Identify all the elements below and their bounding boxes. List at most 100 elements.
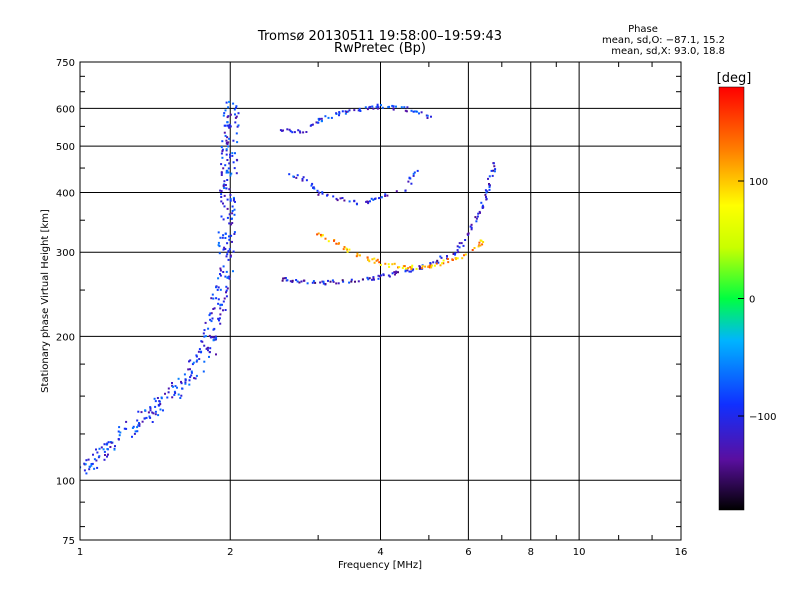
echo-point	[313, 187, 316, 190]
echo-point	[406, 106, 409, 109]
echo-point	[235, 106, 237, 109]
echo-point	[228, 188, 231, 191]
echo-point	[464, 239, 467, 241]
echo-point	[376, 107, 379, 110]
echo-point	[316, 189, 319, 192]
echo-point	[222, 218, 225, 221]
echo-point	[131, 427, 134, 429]
echo-point	[414, 110, 417, 113]
echo-point	[229, 153, 231, 156]
echo-point	[223, 131, 226, 134]
echo-point	[223, 205, 226, 208]
echo-point	[83, 469, 86, 472]
echo-point	[484, 193, 487, 196]
echo-point	[436, 259, 439, 262]
echo-point	[364, 106, 367, 109]
echo-point	[432, 261, 435, 264]
echo-point	[103, 458, 106, 461]
echo-point	[456, 249, 459, 252]
echo-point	[231, 217, 233, 220]
echo-point	[339, 197, 342, 200]
echo-point	[229, 125, 232, 128]
echo-point	[187, 368, 190, 371]
echo-point	[318, 191, 321, 194]
echo-point	[454, 252, 457, 255]
echo-point	[333, 239, 335, 242]
echo-point	[85, 472, 88, 475]
echo-point	[226, 198, 229, 201]
grid-lines	[80, 62, 681, 540]
echo-point	[217, 231, 220, 234]
echo-point	[215, 337, 218, 340]
echo-point	[494, 168, 497, 171]
echo-point	[381, 106, 384, 109]
echo-point	[105, 443, 108, 446]
echo-point	[159, 408, 162, 411]
echo-point	[194, 377, 197, 380]
echo-point	[224, 184, 227, 186]
echo-point	[231, 210, 234, 212]
echo-point	[138, 424, 141, 427]
echo-point	[123, 427, 126, 430]
echo-point	[210, 312, 213, 315]
echo-point	[188, 379, 191, 382]
echo-point	[372, 276, 375, 279]
echo-point	[225, 171, 228, 174]
echo-point	[220, 163, 223, 166]
echo-point	[157, 404, 160, 407]
echo-point	[230, 172, 233, 175]
echo-point	[154, 400, 157, 403]
echo-point	[229, 198, 232, 201]
echo-point	[226, 276, 229, 279]
echo-point	[137, 424, 140, 427]
echo-point	[217, 241, 220, 244]
echo-point	[226, 143, 229, 146]
echo-point	[226, 179, 229, 181]
echo-point	[350, 280, 353, 283]
echo-point	[189, 368, 191, 371]
echo-point	[217, 277, 220, 280]
echo-point	[231, 154, 234, 157]
echo-point	[342, 248, 345, 251]
echo-point	[221, 148, 224, 151]
colorbar-tick-label: 0	[749, 295, 755, 306]
echo-point	[302, 176, 305, 179]
echo-point	[180, 380, 182, 383]
echo-point	[200, 351, 202, 354]
echo-point	[152, 412, 155, 415]
plot-frame	[79, 61, 682, 541]
echo-point	[151, 421, 154, 423]
echo-point	[345, 247, 348, 250]
echo-point	[488, 188, 491, 191]
echo-point	[412, 110, 415, 113]
echo-point	[223, 194, 226, 197]
echo-point	[234, 152, 236, 155]
echo-point	[324, 237, 327, 240]
echo-point	[173, 390, 176, 393]
echo-point	[291, 281, 294, 283]
echo-point	[96, 451, 99, 454]
echo-point	[224, 309, 227, 311]
echo-point	[190, 374, 193, 377]
echo-point	[103, 450, 106, 453]
echo-point	[437, 261, 440, 264]
echo-point	[291, 279, 294, 282]
echo-point	[324, 115, 327, 118]
x-tick-label: 2	[227, 547, 233, 558]
echo-point	[90, 464, 93, 467]
echo-point	[215, 286, 217, 289]
echo-point	[95, 459, 98, 462]
echo-point	[296, 174, 299, 177]
echo-point	[158, 400, 161, 403]
echo-point	[222, 300, 225, 303]
echo-point	[288, 173, 291, 176]
echo-point	[151, 411, 154, 414]
echo-point	[330, 116, 333, 119]
echo-point	[353, 200, 356, 203]
echo-point	[219, 322, 222, 325]
echo-point	[475, 220, 478, 223]
echo-point	[355, 202, 358, 205]
echo-point	[210, 297, 213, 300]
echo-point	[226, 253, 229, 256]
echo-point	[348, 248, 351, 251]
